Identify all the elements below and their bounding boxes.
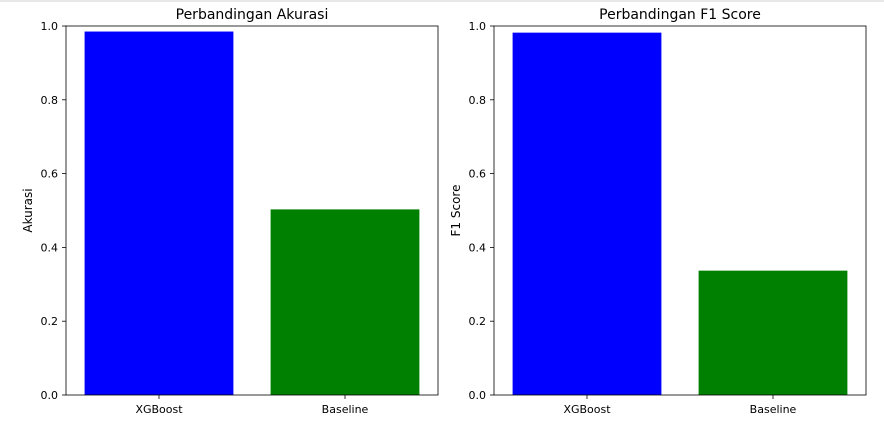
chart-title: Perbandingan Akurasi [176,7,329,23]
x-tick-label: Baseline [322,403,369,416]
y-tick-label: 0.8 [41,94,59,107]
x-tick-label: XGBoost [563,403,611,416]
bar-xgboost [84,31,234,395]
y-axis-label: F1 Score [449,185,463,237]
axes-frame [493,25,867,396]
y-tick-label: 0.8 [469,94,487,107]
y-axis-label: Akurasi [21,188,35,232]
accuracy-chart: XGBoost Baseline 0.0 0.2 0.4 0.6 0.8 1.0 Perband… [21,7,439,416]
y-tick-label: 0.0 [41,389,59,402]
bar-baseline [698,270,848,395]
y-tick-label: 0.6 [469,168,487,181]
bar-baseline [270,209,420,395]
x-tick-label: Baseline [750,403,797,416]
bar-xgboost [512,32,662,395]
y-tick-label: 0.6 [41,168,59,181]
y-tick-label: 0.4 [469,241,487,254]
y-tick-label: 1.0 [41,20,59,33]
y-tick-label: 0.2 [469,315,487,328]
f1-score-chart: XGBoost Baseline 0.0 0.2 0.4 0.6 0.8 1.0 Perband… [449,7,867,416]
y-tick-label: 0.2 [41,315,59,328]
y-tick-label: 0.4 [41,241,59,254]
chart-title: Perbandingan F1 Score [599,7,761,23]
x-tick-label: XGBoost [135,403,183,416]
y-tick-label: 0.0 [469,389,487,402]
axes-frame [65,25,439,396]
y-tick-label: 1.0 [469,20,487,33]
window-top-border [0,0,884,2]
